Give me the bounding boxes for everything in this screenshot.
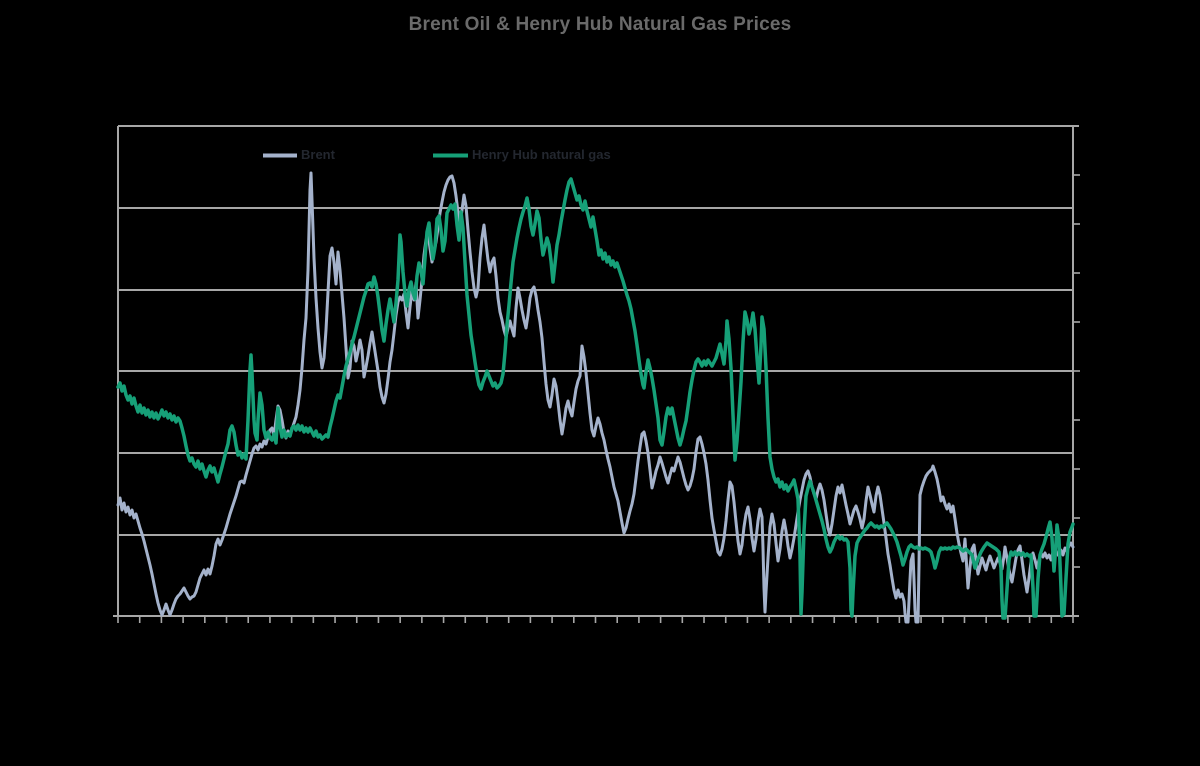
brent-line-series: [116, 171, 1075, 624]
legend-label-brent: Brent: [301, 147, 335, 162]
page-title: Brent Oil & Henry Hub Natural Gas Prices: [408, 14, 792, 35]
legend-label-henry-hub: Henry Hub natural gas: [472, 147, 611, 162]
henry-hub-natural-gas-line-series: [116, 177, 1075, 620]
